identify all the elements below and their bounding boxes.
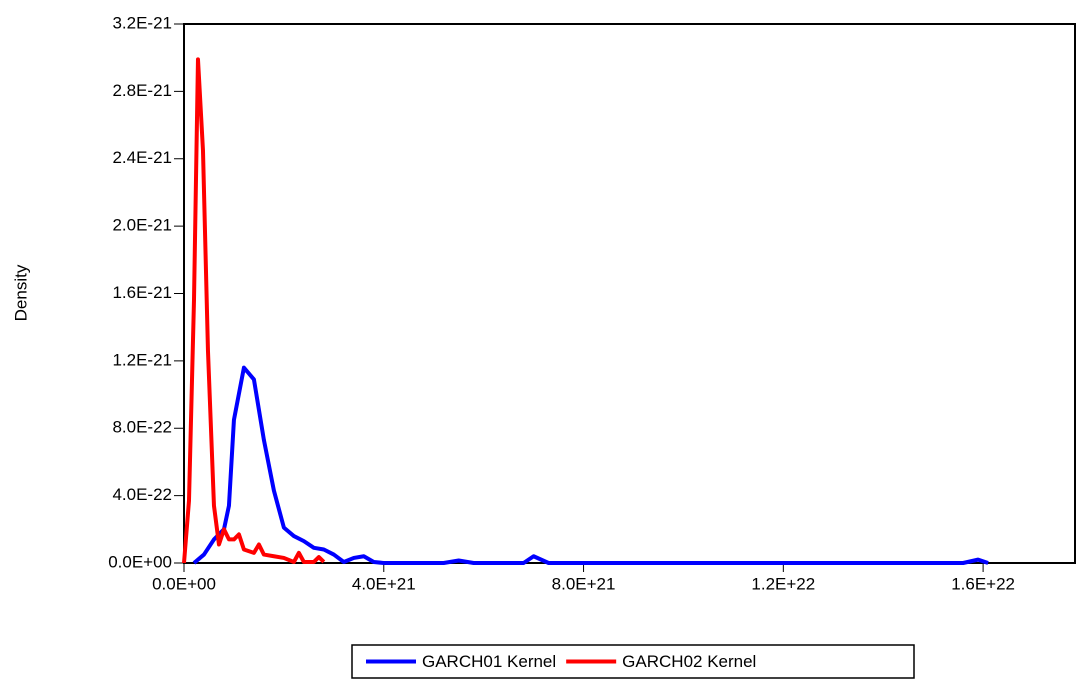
plot-frame (183, 23, 1076, 564)
x-tick-label: 0.0E+00 (152, 574, 216, 593)
legend-label: GARCH01 Kernel (422, 652, 556, 671)
y-tick-label: 8.0E-22 (112, 418, 172, 437)
series-line (182, 57, 326, 564)
y-tick-label: 2.4E-21 (112, 148, 172, 167)
series-line (192, 365, 989, 565)
legend-box (351, 644, 915, 679)
y-tick-label: 4.0E-22 (112, 485, 172, 504)
y-tick-label: 1.6E-21 (112, 283, 172, 302)
x-tick-label: 8.0E+21 (552, 574, 616, 593)
y-tick-label: 0.0E+00 (108, 552, 172, 571)
y-axis-label: Density (11, 264, 30, 321)
x-tick-label: 1.6E+22 (951, 574, 1015, 593)
y-tick-label: 3.2E-21 (112, 13, 172, 32)
legend-label: GARCH02 Kernel (622, 652, 756, 671)
x-tick-label: 4.0E+21 (352, 574, 416, 593)
y-tick-label: 2.0E-21 (112, 216, 172, 235)
y-tick-label: 2.8E-21 (112, 81, 172, 100)
x-tick-label: 1.2E+22 (751, 574, 815, 593)
y-tick-label: 1.2E-21 (112, 350, 172, 369)
